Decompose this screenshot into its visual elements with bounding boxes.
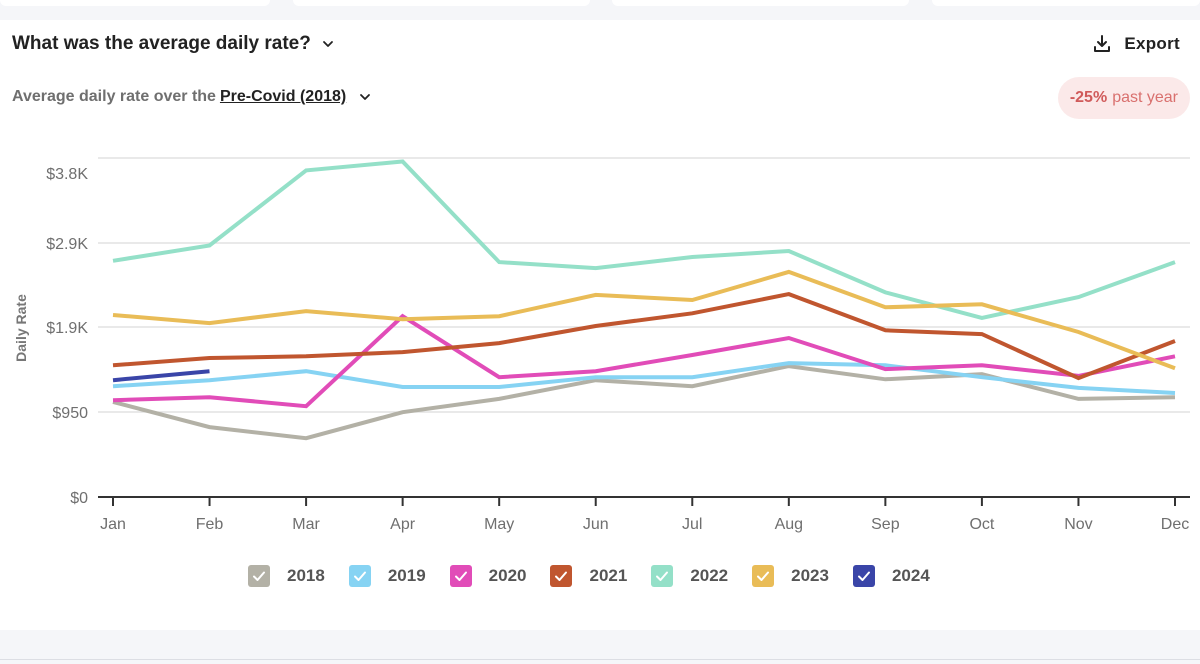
legend-checkbox[interactable] xyxy=(651,565,674,587)
checkmark-icon xyxy=(757,571,770,581)
change-badge: -25% past year xyxy=(1057,77,1190,119)
legend-checkbox[interactable] xyxy=(852,565,875,587)
x-tick-label: Mar xyxy=(292,516,320,533)
legend-label: 2023 xyxy=(791,566,829,585)
legend-checkbox[interactable] xyxy=(550,565,573,587)
download-icon xyxy=(1094,35,1111,52)
legend-item-2020[interactable]: 2020 xyxy=(449,565,527,587)
top-strip xyxy=(0,0,1200,20)
x-tick-label: Nov xyxy=(1064,516,1092,533)
legend-label: 2020 xyxy=(488,566,527,585)
comparison-selector: Average daily rate over the Pre-Covid (2… xyxy=(12,88,372,106)
chart-title: What was the average daily rate? xyxy=(12,33,311,54)
gridlines xyxy=(98,157,1190,413)
x-tick-label: Aug xyxy=(775,516,803,533)
series-line-2022[interactable] xyxy=(112,159,1176,320)
export-label: Export xyxy=(1124,34,1180,53)
chevron-down-icon xyxy=(322,41,333,47)
x-tick-label: Feb xyxy=(196,516,224,533)
y-tick-label: $950 xyxy=(52,405,88,422)
x-tick-label: Dec xyxy=(1161,516,1189,533)
comparison-period-link[interactable]: Pre-Covid (2018) xyxy=(219,88,347,105)
legend-item-2019[interactable]: 2019 xyxy=(348,565,426,587)
legend: 2018 2019 2020 2021 2022 2023 2024 xyxy=(248,565,954,587)
x-tick-label: May xyxy=(484,516,514,533)
legend-checkbox[interactable] xyxy=(248,565,270,587)
legend-checkbox[interactable] xyxy=(348,565,371,587)
x-tick-label: Jun xyxy=(583,516,609,533)
checkmark-icon xyxy=(555,571,568,581)
divider xyxy=(0,659,1200,660)
x-tick-label: Jul xyxy=(682,516,702,533)
export-button[interactable]: Export xyxy=(1092,34,1180,54)
y-axis-labels: $0 $950 $1.9K $2.9K $3.8K xyxy=(46,166,88,507)
legend-item-2023[interactable]: 2023 xyxy=(752,565,829,587)
summary-card[interactable] xyxy=(0,0,270,6)
x-tick-label: Sep xyxy=(871,516,900,533)
summary-card[interactable] xyxy=(932,0,1200,6)
checkmark-icon xyxy=(656,571,669,581)
y-tick-label: $0 xyxy=(70,490,88,507)
x-tick-label: Jan xyxy=(100,516,126,533)
checkmark-icon xyxy=(454,571,467,581)
series-line-2024[interactable] xyxy=(112,369,210,383)
legend-label: 2024 xyxy=(891,566,930,585)
x-axis: Jan Feb Mar Apr May Jun Jul Aug Sep Oct Nov Dec xyxy=(98,496,1190,533)
series-line-2023[interactable] xyxy=(112,269,1176,371)
subtitle-prefix: Average daily rate over the xyxy=(12,88,216,105)
line-chart: $0 $950 $1.9K $2.9K $3.8K Daily Rate Jan Feb M… xyxy=(13,157,1190,533)
badge-text: past year xyxy=(1112,89,1178,106)
checkmark-icon xyxy=(353,571,366,581)
series-line-2019[interactable] xyxy=(112,361,1176,395)
y-axis-title: Daily Rate xyxy=(13,294,29,362)
summary-card[interactable] xyxy=(293,0,590,6)
y-tick-label: $2.9K xyxy=(46,236,88,253)
series-line-2020[interactable] xyxy=(112,313,1176,409)
x-tick-label: Oct xyxy=(969,516,994,533)
question-selector[interactable]: What was the average daily rate? xyxy=(12,33,335,55)
series-lines xyxy=(112,159,1176,441)
legend-item-2021[interactable]: 2021 xyxy=(550,565,627,587)
chevron-down-icon[interactable] xyxy=(358,90,372,104)
legend-label: 2022 xyxy=(690,566,729,585)
legend-item-2018[interactable]: 2018 xyxy=(248,565,325,587)
summary-card[interactable] xyxy=(612,0,909,6)
series-line-2021[interactable] xyxy=(112,292,1176,381)
legend-item-2022[interactable]: 2022 xyxy=(651,565,728,587)
legend-label: 2018 xyxy=(287,566,325,585)
legend-label: 2019 xyxy=(387,566,426,585)
legend-checkbox[interactable] xyxy=(449,565,472,587)
badge-value: -25% xyxy=(1069,89,1108,106)
y-tick-label: $3.8K xyxy=(46,166,88,183)
checkmark-icon xyxy=(857,571,870,581)
legend-item-2024[interactable]: 2024 xyxy=(852,565,930,587)
legend-checkbox[interactable] xyxy=(752,565,775,587)
y-tick-label: $1.9K xyxy=(46,320,88,337)
x-tick-label: Apr xyxy=(390,516,416,533)
legend-label: 2021 xyxy=(589,566,628,585)
checkmark-icon xyxy=(253,571,265,581)
